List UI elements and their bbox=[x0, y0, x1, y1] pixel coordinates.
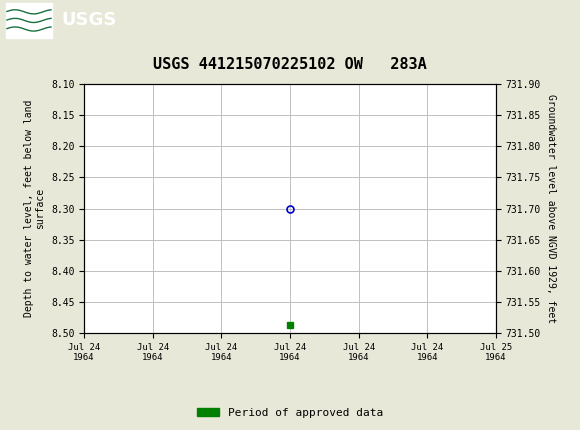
Text: USGS 441215070225102 OW   283A: USGS 441215070225102 OW 283A bbox=[153, 57, 427, 72]
Text: USGS: USGS bbox=[61, 12, 116, 29]
Y-axis label: Depth to water level, feet below land
surface: Depth to water level, feet below land su… bbox=[24, 100, 45, 317]
Y-axis label: Groundwater level above NGVD 1929, feet: Groundwater level above NGVD 1929, feet bbox=[546, 94, 556, 323]
Polygon shape bbox=[6, 3, 52, 37]
Legend: Period of approved data: Period of approved data bbox=[193, 403, 387, 422]
